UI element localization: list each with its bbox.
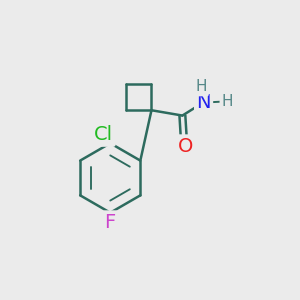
Text: H: H xyxy=(196,80,207,94)
Text: N: N xyxy=(196,93,211,112)
Text: H: H xyxy=(221,94,233,109)
Text: F: F xyxy=(105,213,116,232)
Text: Cl: Cl xyxy=(94,125,113,145)
Text: O: O xyxy=(178,137,193,156)
